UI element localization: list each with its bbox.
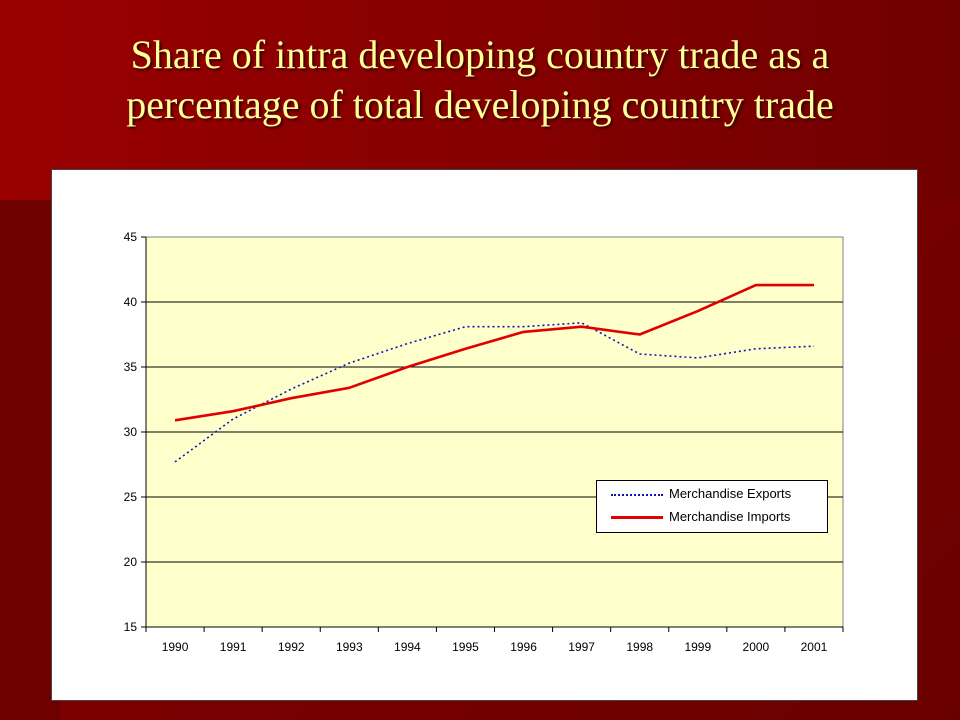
y-tick-label-35: 35 bbox=[124, 360, 138, 374]
x-tick-label-2000: 2000 bbox=[743, 640, 770, 654]
series-line-merchandise-imports bbox=[174, 283, 814, 422]
slide-title-line-1: Share of intra developing country trade … bbox=[130, 32, 830, 77]
legend-label-exports: Merchandise Exports bbox=[669, 486, 792, 501]
y-tick-label-30: 30 bbox=[124, 425, 138, 439]
legend-swatch-exports bbox=[611, 494, 663, 496]
chart-panel: 15 20 25 30 35 40 45 1990 1991 1992 1993 1994 1995 19… bbox=[51, 169, 918, 701]
legend-item-exports: Merchandise Exports bbox=[597, 485, 827, 505]
legend-label-imports: Merchandise Imports bbox=[669, 509, 791, 524]
y-tick-label-40: 40 bbox=[124, 295, 138, 309]
legend-swatch-imports bbox=[611, 516, 663, 519]
x-tick-label-1993: 1993 bbox=[336, 640, 363, 654]
x-tick-label-1999: 1999 bbox=[684, 640, 711, 654]
x-tick-label-1991: 1991 bbox=[220, 640, 247, 654]
x-tick-label-1990: 1990 bbox=[162, 640, 189, 654]
y-tick-label-15: 15 bbox=[124, 620, 138, 634]
series-line-merchandise-exports bbox=[174, 322, 815, 463]
slide-title: Share of intra developing country trade … bbox=[0, 30, 960, 130]
series-lines bbox=[174, 283, 815, 463]
line-chart: 15 20 25 30 35 40 45 1990 1991 1992 1993 1994 1995 19… bbox=[124, 230, 844, 654]
y-tick-label-20: 20 bbox=[124, 555, 138, 569]
x-tick-label-1997: 1997 bbox=[568, 640, 595, 654]
slide-header-band bbox=[0, 0, 960, 200]
axes: 15 20 25 30 35 40 45 1990 1991 1992 1993 1994 1995 19… bbox=[124, 230, 844, 654]
slide-title-line-2: percentage of total developing country t… bbox=[126, 82, 834, 127]
y-tick-label-45: 45 bbox=[124, 230, 138, 244]
chart-legend: Merchandise Exports Merchandise Imports bbox=[596, 480, 828, 533]
x-tick-label-2001: 2001 bbox=[801, 640, 828, 654]
x-tick-label-1995: 1995 bbox=[452, 640, 479, 654]
grid-lines bbox=[146, 301, 843, 563]
y-tick-label-25: 25 bbox=[124, 490, 138, 504]
legend-item-imports: Merchandise Imports bbox=[597, 508, 827, 528]
slide-left-strip bbox=[0, 200, 60, 720]
x-tick-label-1996: 1996 bbox=[510, 640, 537, 654]
x-tick-label-1992: 1992 bbox=[278, 640, 305, 654]
x-tick-label-1994: 1994 bbox=[394, 640, 421, 654]
x-tick-label-1998: 1998 bbox=[626, 640, 653, 654]
